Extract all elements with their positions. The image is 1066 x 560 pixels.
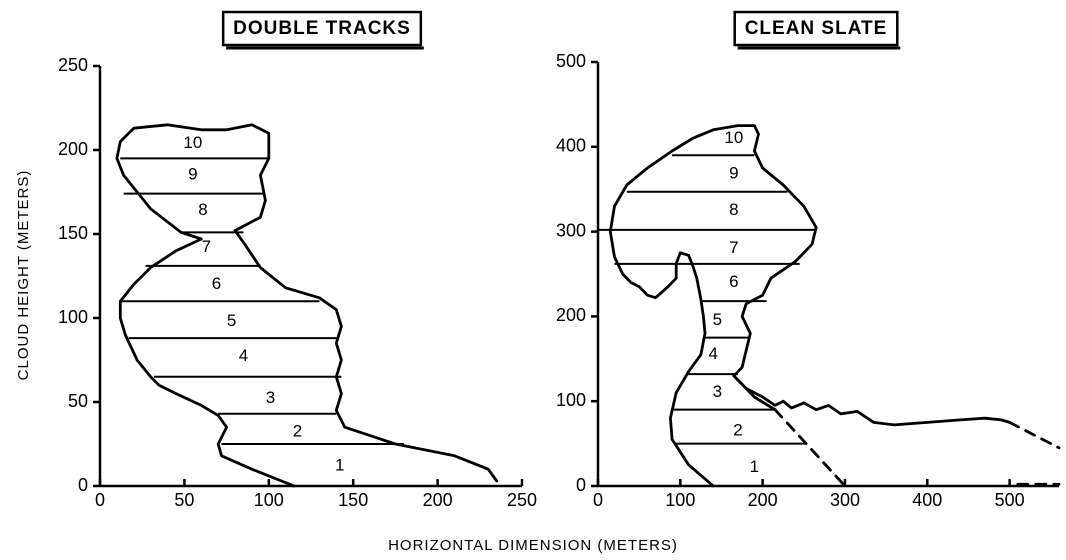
x-tick-label: 0 xyxy=(593,490,603,510)
panel-title: CLEAN SLATE xyxy=(745,18,888,39)
layer-label: 5 xyxy=(227,311,236,330)
y-tick-label: 200 xyxy=(556,305,586,325)
title-box xyxy=(221,10,423,47)
x-tick-label: 0 xyxy=(95,490,105,510)
y-tick-label: 100 xyxy=(58,307,88,327)
layer-label: 8 xyxy=(729,200,738,219)
x-axis-label: HORIZONTAL DIMENSION (METERS) xyxy=(388,537,678,554)
y-tick-label: 250 xyxy=(58,55,88,75)
x-tick-label: 500 xyxy=(995,490,1025,510)
x-tick-label: 200 xyxy=(748,490,778,510)
y-tick-label: 0 xyxy=(576,475,586,495)
layer-label: 2 xyxy=(293,422,302,441)
x-tick-label: 400 xyxy=(912,490,942,510)
title-box xyxy=(733,10,899,47)
cloud-outline-dashed xyxy=(773,408,847,488)
y-tick-label: 400 xyxy=(556,136,586,156)
layer-label: 3 xyxy=(266,388,275,407)
cloud-outline xyxy=(732,374,777,412)
y-tick-label: 150 xyxy=(58,223,88,243)
layer-label: 3 xyxy=(713,382,722,401)
x-tick-label: 150 xyxy=(338,490,368,510)
layer-label: 8 xyxy=(198,200,207,219)
x-tick-label: 200 xyxy=(423,490,453,510)
y-tick-label: 500 xyxy=(556,51,586,71)
x-tick-label: 50 xyxy=(174,490,194,510)
layer-label: 10 xyxy=(724,128,743,147)
x-tick-label: 100 xyxy=(254,490,284,510)
cloud-outline xyxy=(115,123,499,488)
y-tick-label: 50 xyxy=(68,391,88,411)
layer-label: 7 xyxy=(202,237,211,256)
x-tick-label: 100 xyxy=(665,490,695,510)
layer-label: 9 xyxy=(188,165,197,184)
x-tick-label: 250 xyxy=(507,490,537,510)
layer-label: 10 xyxy=(183,133,202,152)
layer-label: 1 xyxy=(335,455,344,474)
layer-label: 7 xyxy=(729,238,738,257)
layer-label: 9 xyxy=(729,163,738,182)
cloud-outline-dashed xyxy=(1008,421,1061,450)
layer-label: 6 xyxy=(729,272,738,291)
layer-label: 5 xyxy=(713,310,722,329)
layer-label: 4 xyxy=(709,344,718,363)
layer-label: 2 xyxy=(733,420,742,439)
panel-title: DOUBLE TRACKS xyxy=(233,18,411,39)
y-axis-label: CLOUD HEIGHT (METERS) xyxy=(15,170,32,381)
y-tick-label: 0 xyxy=(78,475,88,495)
layer-label: 6 xyxy=(212,274,221,293)
y-tick-label: 300 xyxy=(556,220,586,240)
cloud-outline xyxy=(608,124,1011,488)
y-tick-label: 200 xyxy=(58,139,88,159)
x-tick-label: 300 xyxy=(830,490,860,510)
layer-label: 4 xyxy=(239,346,248,365)
layer-label: 1 xyxy=(750,457,759,476)
y-tick-label: 100 xyxy=(556,390,586,410)
